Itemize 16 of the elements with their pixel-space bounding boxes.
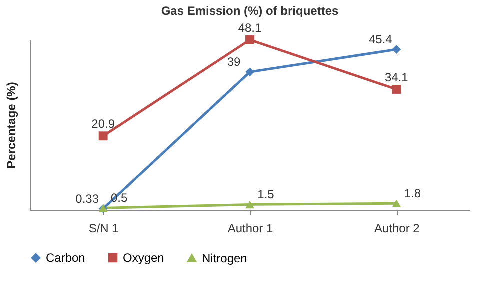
data-label: 48.1 [238, 21, 262, 35]
x-tick-label: S/N 1 [88, 222, 120, 236]
legend-label: Oxygen [123, 251, 164, 266]
data-label: 1.5 [258, 188, 275, 202]
data-label: 45.4 [368, 32, 393, 47]
data-label: 39 [227, 55, 241, 70]
legend-label: Carbon [46, 251, 86, 266]
legend-label: Nitrogen [202, 251, 248, 266]
data-label: 34.1 [384, 70, 409, 84]
y-axis-title: Percentage (%) [4, 82, 18, 169]
x-tick-label: Author 2 [374, 222, 420, 236]
data-label: 1.8 [404, 186, 422, 201]
data-label: 0.33 [76, 192, 100, 206]
chart-title: Gas Emission (%) of briquettes [161, 4, 339, 18]
x-tick-label: Author 1 [228, 222, 274, 236]
data-label: 20.9 [92, 117, 116, 132]
